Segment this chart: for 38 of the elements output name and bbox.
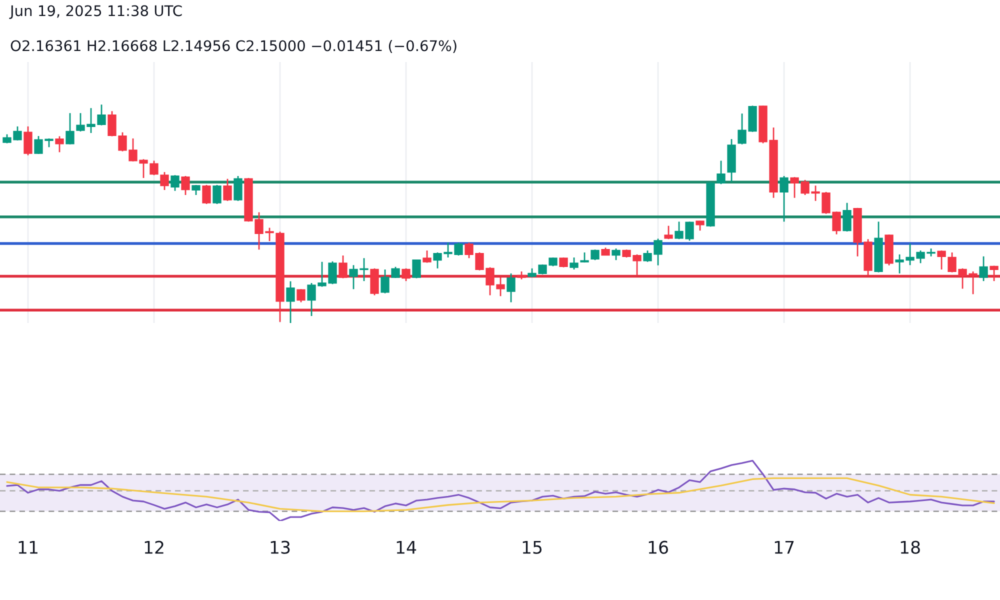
- candlestick: [223, 178, 232, 202]
- x-tick-label: 12: [144, 540, 164, 554]
- candlestick: [170, 174, 180, 192]
- candlestick: [160, 171, 169, 191]
- text: Jun 19, 2025 11:38 UTC: [9, 5, 182, 19]
- candlestick: [570, 256, 578, 270]
- candlestick: [664, 225, 673, 240]
- candlestick: [696, 220, 704, 232]
- candlestick: [990, 265, 998, 282]
- candlestick: [338, 254, 348, 279]
- candlestick: [181, 175, 190, 196]
- candlestick: [412, 258, 421, 279]
- candlestick: [612, 248, 620, 261]
- candlestick: [780, 175, 788, 222]
- candlestick: [937, 250, 946, 270]
- x-tick-label: 17: [774, 540, 794, 554]
- x-tick-label: 13: [270, 540, 290, 554]
- candlestick: [55, 136, 64, 153]
- candlestick: [212, 184, 222, 205]
- candlestick: [66, 112, 74, 146]
- candlestick: [234, 175, 242, 202]
- candlestick: [202, 184, 211, 205]
- candlestick: [286, 280, 295, 323]
- x-tick-label: 16: [648, 540, 668, 554]
- text: O2.16361 H2.16668 L2.14956 C2.15000 −0.01451 (−0.67%): [10, 40, 456, 53]
- candlestick: [506, 272, 516, 303]
- candlestick: [370, 268, 379, 296]
- candlestick: [590, 248, 600, 261]
- x-tick-label: 18: [900, 540, 920, 554]
- x-tick-label: 15: [522, 540, 542, 554]
- candlestick: [24, 126, 32, 156]
- x-tick-label: 14: [396, 540, 416, 554]
- candlestick: [422, 250, 432, 264]
- candlestick: [842, 202, 852, 232]
- candlestick: [402, 268, 410, 282]
- candlestick: [979, 256, 988, 282]
- x-tick-label: 11: [18, 540, 38, 554]
- candlestick: [296, 288, 306, 303]
